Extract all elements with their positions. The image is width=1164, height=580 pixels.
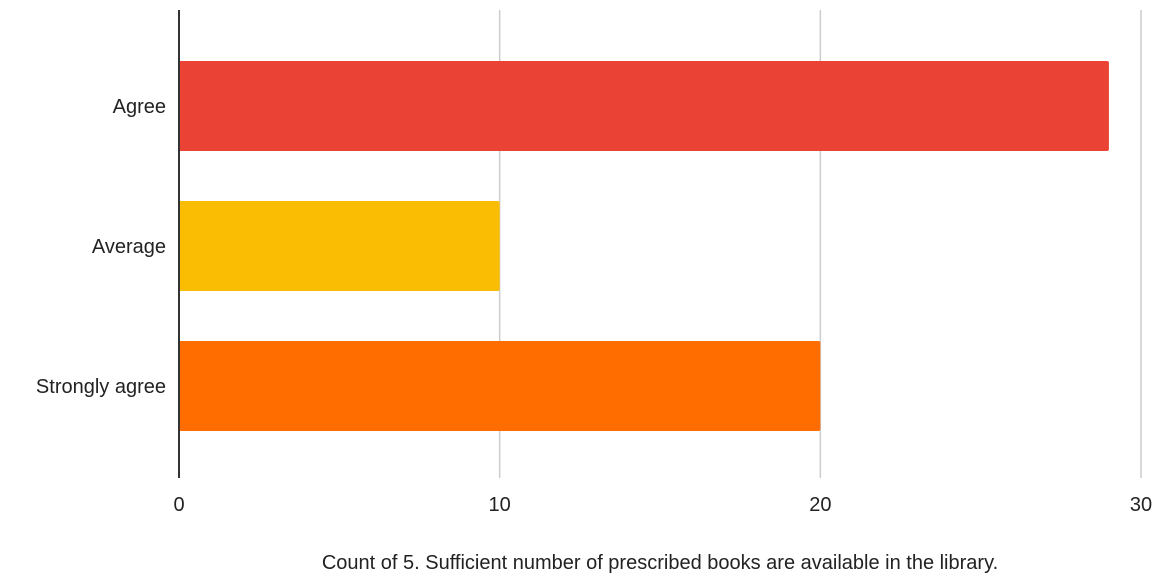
bar-average (179, 201, 500, 291)
category-label: Strongly agree (36, 376, 166, 398)
category-label: Average (92, 236, 166, 258)
x-tick-label: 0 (173, 494, 184, 516)
category-label: Agree (113, 96, 166, 118)
x-tick-label: 20 (809, 494, 831, 516)
x-tick-label: 10 (489, 494, 511, 516)
bars (179, 61, 1109, 431)
bar-agree (179, 61, 1109, 151)
x-tick-label: 30 (1130, 494, 1152, 516)
bar-strongly-agree (179, 341, 821, 431)
x-axis-title: Count of 5. Sufficient number of prescri… (322, 552, 998, 574)
category-labels: Agree Average Strongly agree (36, 96, 166, 398)
x-tick-labels: 0 10 20 30 (173, 494, 1152, 516)
